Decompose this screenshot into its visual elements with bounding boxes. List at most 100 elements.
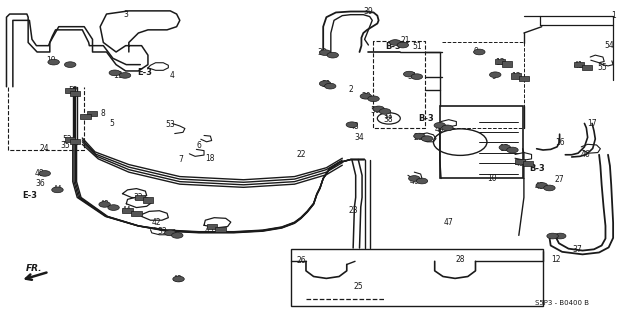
Text: 44: 44 — [122, 206, 131, 215]
Bar — [574, 62, 584, 67]
Text: E-3: E-3 — [22, 191, 37, 200]
Text: 15: 15 — [499, 144, 509, 153]
Circle shape — [327, 52, 339, 58]
Circle shape — [52, 187, 63, 193]
Circle shape — [39, 171, 51, 176]
Circle shape — [108, 205, 119, 211]
Text: FR.: FR. — [26, 264, 43, 273]
Bar — [81, 114, 91, 119]
Text: 21: 21 — [400, 36, 410, 45]
Text: S5P3 - B0400 B: S5P3 - B0400 B — [535, 300, 589, 306]
Circle shape — [164, 230, 176, 236]
Circle shape — [346, 122, 358, 128]
Bar — [65, 137, 76, 142]
Circle shape — [421, 136, 433, 141]
Text: 8: 8 — [101, 109, 106, 118]
Circle shape — [499, 145, 511, 150]
Bar — [519, 76, 529, 81]
Bar — [65, 88, 76, 93]
Text: 39: 39 — [363, 7, 372, 16]
Circle shape — [319, 50, 331, 56]
Text: 13: 13 — [511, 72, 521, 81]
Bar — [207, 224, 217, 229]
Text: B-3: B-3 — [418, 114, 434, 123]
Text: 52: 52 — [68, 86, 77, 95]
Text: 9: 9 — [474, 48, 479, 56]
Text: 2: 2 — [348, 85, 353, 94]
Circle shape — [360, 93, 372, 99]
Text: 50: 50 — [370, 106, 380, 115]
Circle shape — [373, 106, 385, 112]
Text: 40: 40 — [410, 176, 419, 186]
Text: 37: 37 — [573, 245, 582, 255]
Circle shape — [403, 71, 415, 77]
Bar — [495, 59, 505, 64]
Circle shape — [474, 49, 485, 55]
Text: B-3: B-3 — [385, 42, 401, 51]
Circle shape — [109, 70, 120, 76]
Text: 27: 27 — [555, 175, 564, 184]
Text: 24: 24 — [40, 144, 49, 152]
Text: 28: 28 — [456, 255, 465, 263]
Text: 48: 48 — [35, 169, 44, 178]
Bar — [582, 65, 592, 70]
Circle shape — [408, 176, 420, 181]
Text: 12: 12 — [552, 255, 561, 263]
Text: 31: 31 — [321, 80, 330, 89]
Circle shape — [380, 108, 391, 114]
Bar — [135, 195, 145, 200]
Circle shape — [48, 59, 60, 65]
Bar — [131, 211, 141, 216]
Bar — [70, 91, 81, 96]
Text: 32: 32 — [134, 193, 143, 202]
Text: B-3: B-3 — [529, 164, 545, 173]
Text: 13: 13 — [495, 58, 505, 67]
Text: 41: 41 — [573, 61, 583, 70]
Text: 38: 38 — [383, 115, 393, 124]
Text: 9: 9 — [492, 71, 497, 80]
Text: 10: 10 — [487, 174, 497, 183]
Circle shape — [554, 233, 566, 239]
Bar — [70, 139, 81, 144]
Text: 17: 17 — [588, 119, 597, 128]
Text: 47: 47 — [444, 218, 454, 226]
Text: 52: 52 — [63, 135, 72, 144]
Text: 3: 3 — [124, 10, 128, 19]
Bar — [143, 197, 153, 203]
Circle shape — [442, 125, 453, 131]
Bar — [87, 111, 97, 116]
Text: 35: 35 — [60, 141, 70, 150]
Circle shape — [490, 72, 501, 78]
Text: 30: 30 — [317, 48, 328, 57]
Text: 45: 45 — [205, 226, 214, 235]
Circle shape — [416, 178, 428, 184]
Text: 5: 5 — [109, 119, 114, 128]
Circle shape — [543, 185, 555, 191]
Circle shape — [319, 81, 331, 86]
Text: 19: 19 — [113, 71, 123, 80]
Text: 16: 16 — [555, 137, 564, 147]
Bar — [440, 106, 523, 178]
Circle shape — [413, 133, 425, 139]
Text: 51: 51 — [413, 42, 422, 51]
Text: 55: 55 — [597, 63, 607, 72]
Circle shape — [172, 233, 183, 238]
Bar — [502, 62, 513, 67]
Bar — [515, 159, 525, 164]
Text: 6: 6 — [196, 141, 202, 150]
Circle shape — [324, 83, 336, 89]
Text: 48: 48 — [349, 122, 359, 131]
Text: 22: 22 — [296, 150, 306, 159]
Circle shape — [397, 42, 408, 48]
Text: 1: 1 — [611, 11, 616, 20]
Circle shape — [411, 74, 422, 79]
Bar — [523, 161, 533, 167]
Text: 43: 43 — [534, 182, 544, 190]
Text: 49: 49 — [515, 159, 524, 168]
Text: 49: 49 — [435, 125, 444, 134]
Text: 46: 46 — [580, 150, 590, 159]
Text: 42: 42 — [152, 218, 161, 226]
Text: 7: 7 — [179, 155, 184, 164]
Text: 19: 19 — [46, 56, 56, 65]
Text: 44: 44 — [52, 185, 62, 194]
